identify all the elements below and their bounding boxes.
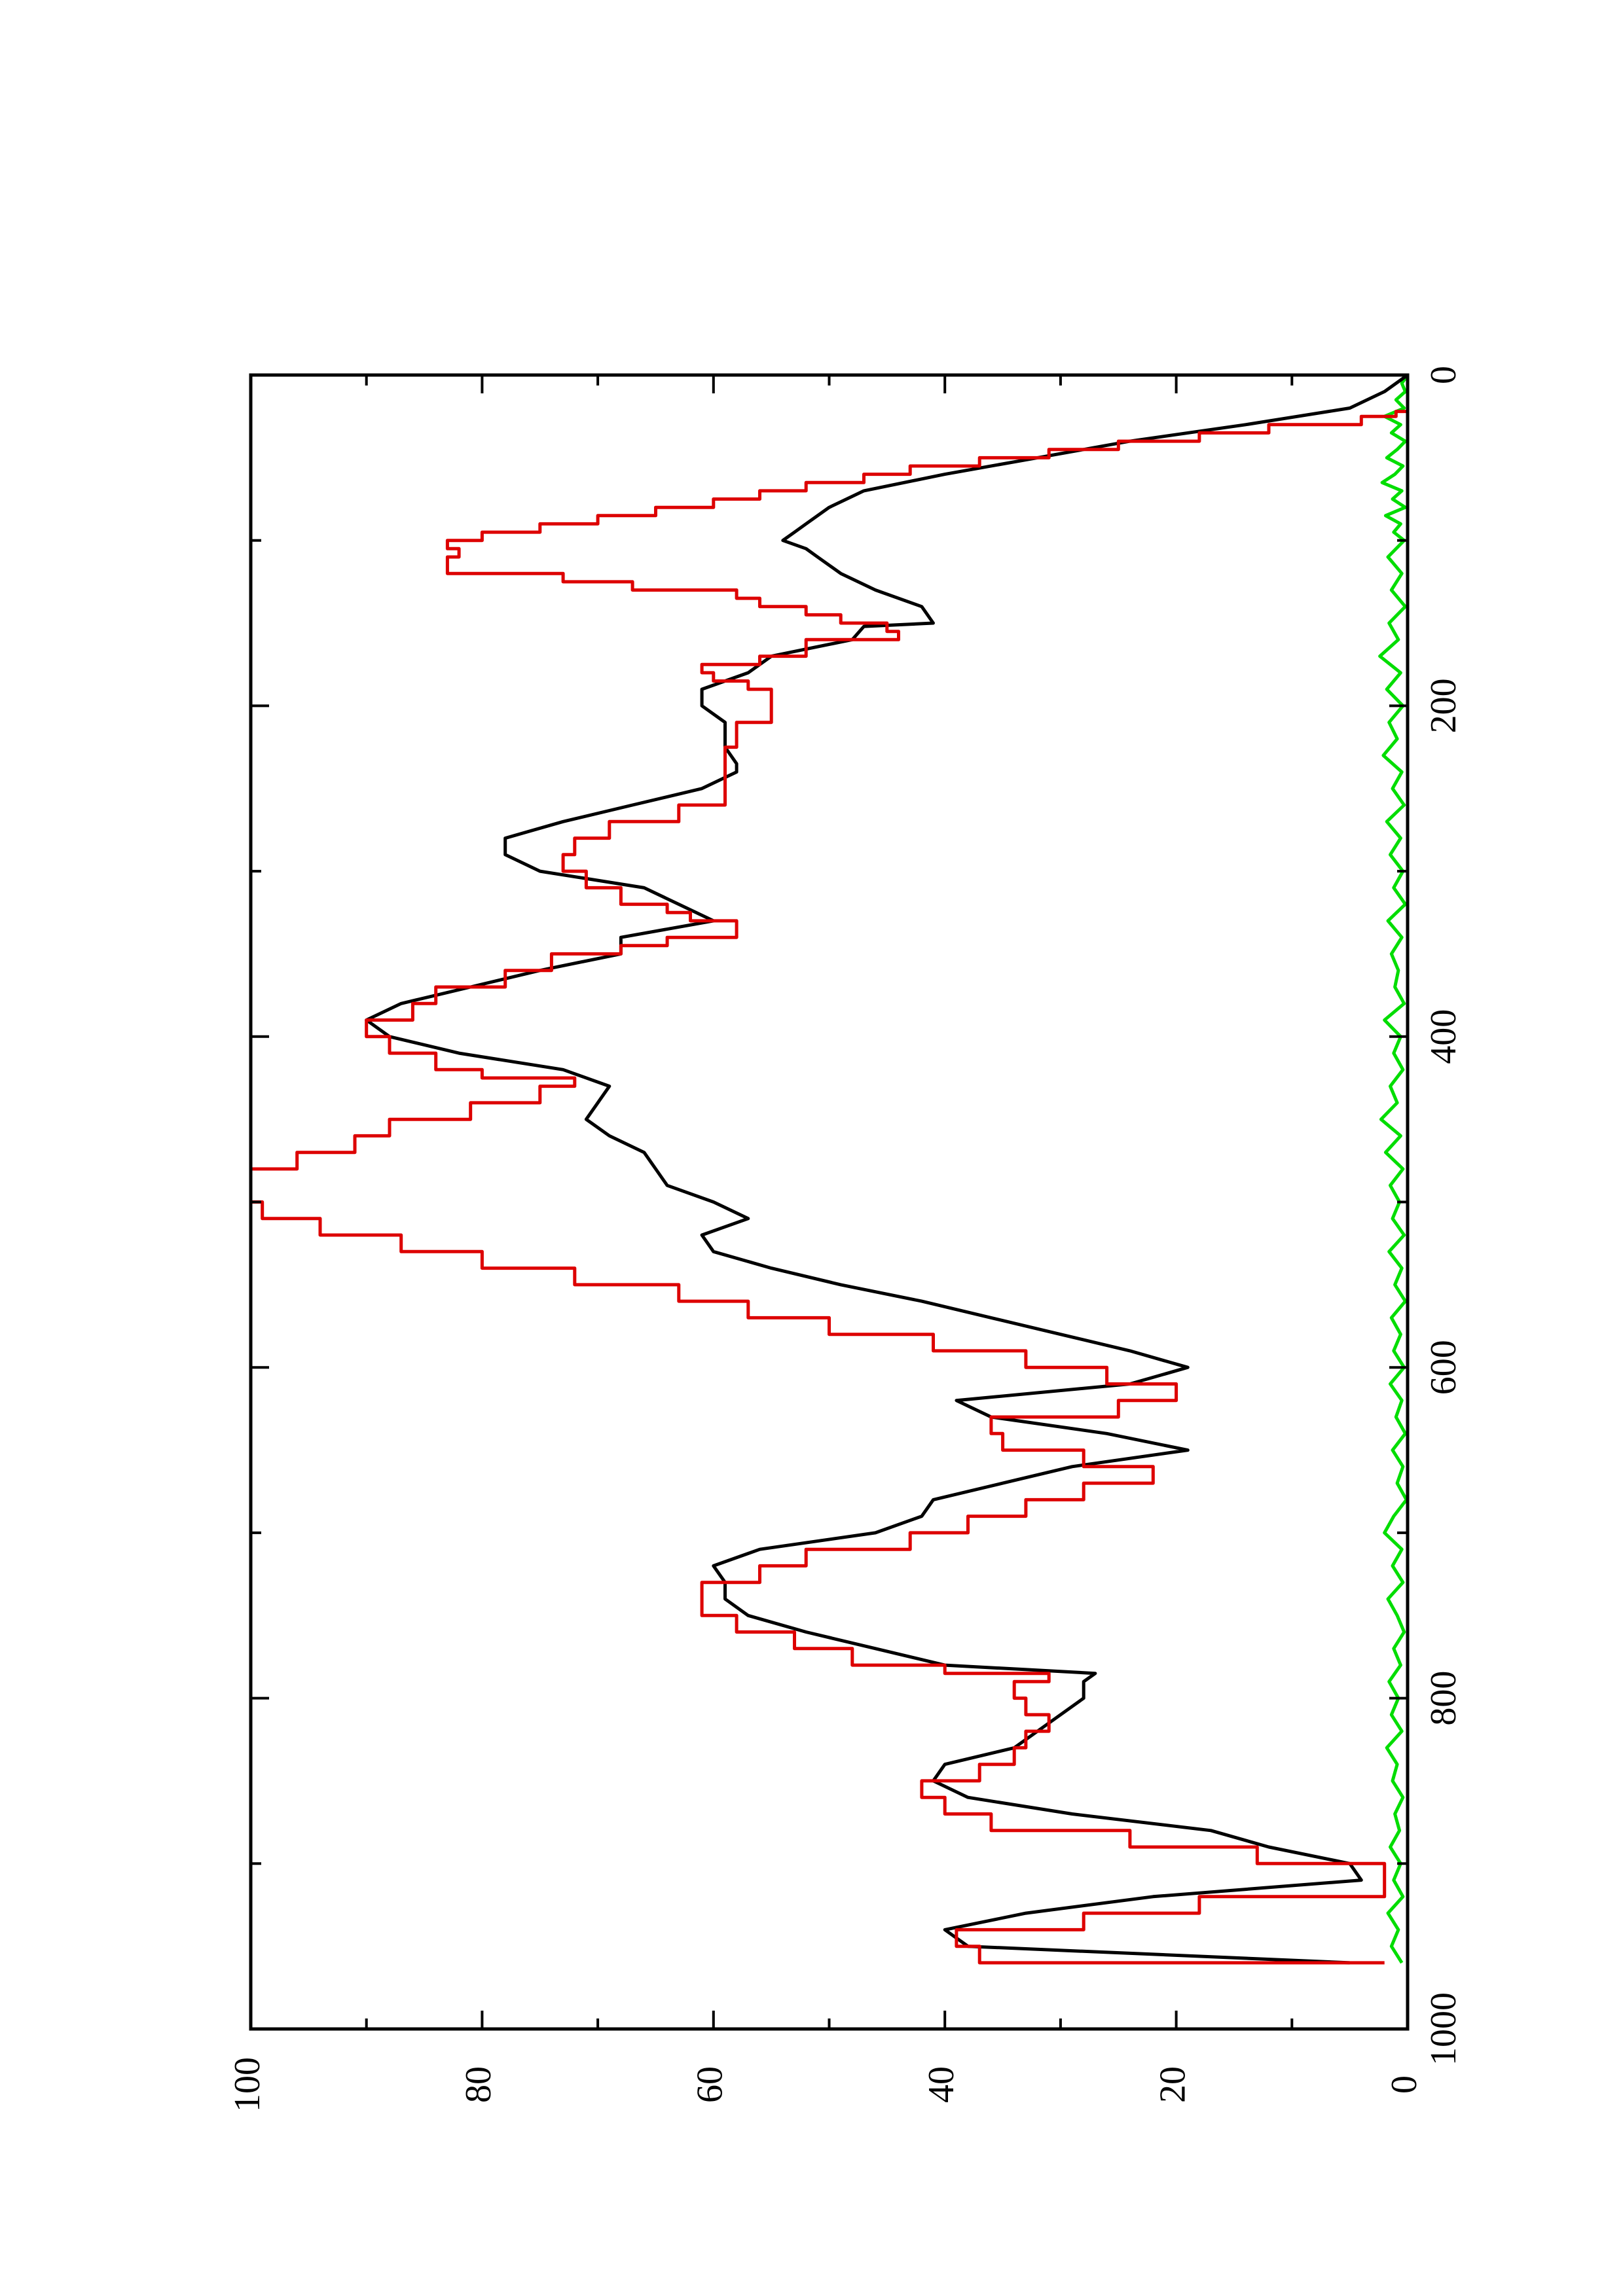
y-tick-label: 100 bbox=[227, 2057, 268, 2112]
y-tick-label: 20 bbox=[1152, 2066, 1193, 2103]
y-tick-label: 80 bbox=[458, 2066, 499, 2103]
x-tick-label: 600 bbox=[1423, 1340, 1464, 1395]
axis-ticks bbox=[249, 374, 1409, 2030]
plot-area bbox=[251, 375, 1408, 1965]
y-tick-label: 0 bbox=[1384, 2075, 1425, 2094]
plot-frame bbox=[249, 373, 1410, 2031]
axis-tick-labels: 0 200 400 600 800 1000 0 20 40 60 80 100 bbox=[227, 366, 1464, 2112]
y-tick-label: 60 bbox=[690, 2066, 731, 2103]
x-tick-label: 400 bbox=[1423, 1009, 1464, 1064]
y-tick-label: 40 bbox=[921, 2066, 962, 2103]
x-tick-label: 800 bbox=[1423, 1671, 1464, 1726]
x-tick-label: 200 bbox=[1423, 678, 1464, 733]
series-line-black bbox=[365, 375, 1408, 1965]
series-line-red bbox=[251, 375, 1408, 1965]
x-tick-label: 1000 bbox=[1423, 1992, 1464, 2066]
series-line-green bbox=[1378, 375, 1408, 1964]
x-tick-label: 0 bbox=[1423, 366, 1464, 384]
